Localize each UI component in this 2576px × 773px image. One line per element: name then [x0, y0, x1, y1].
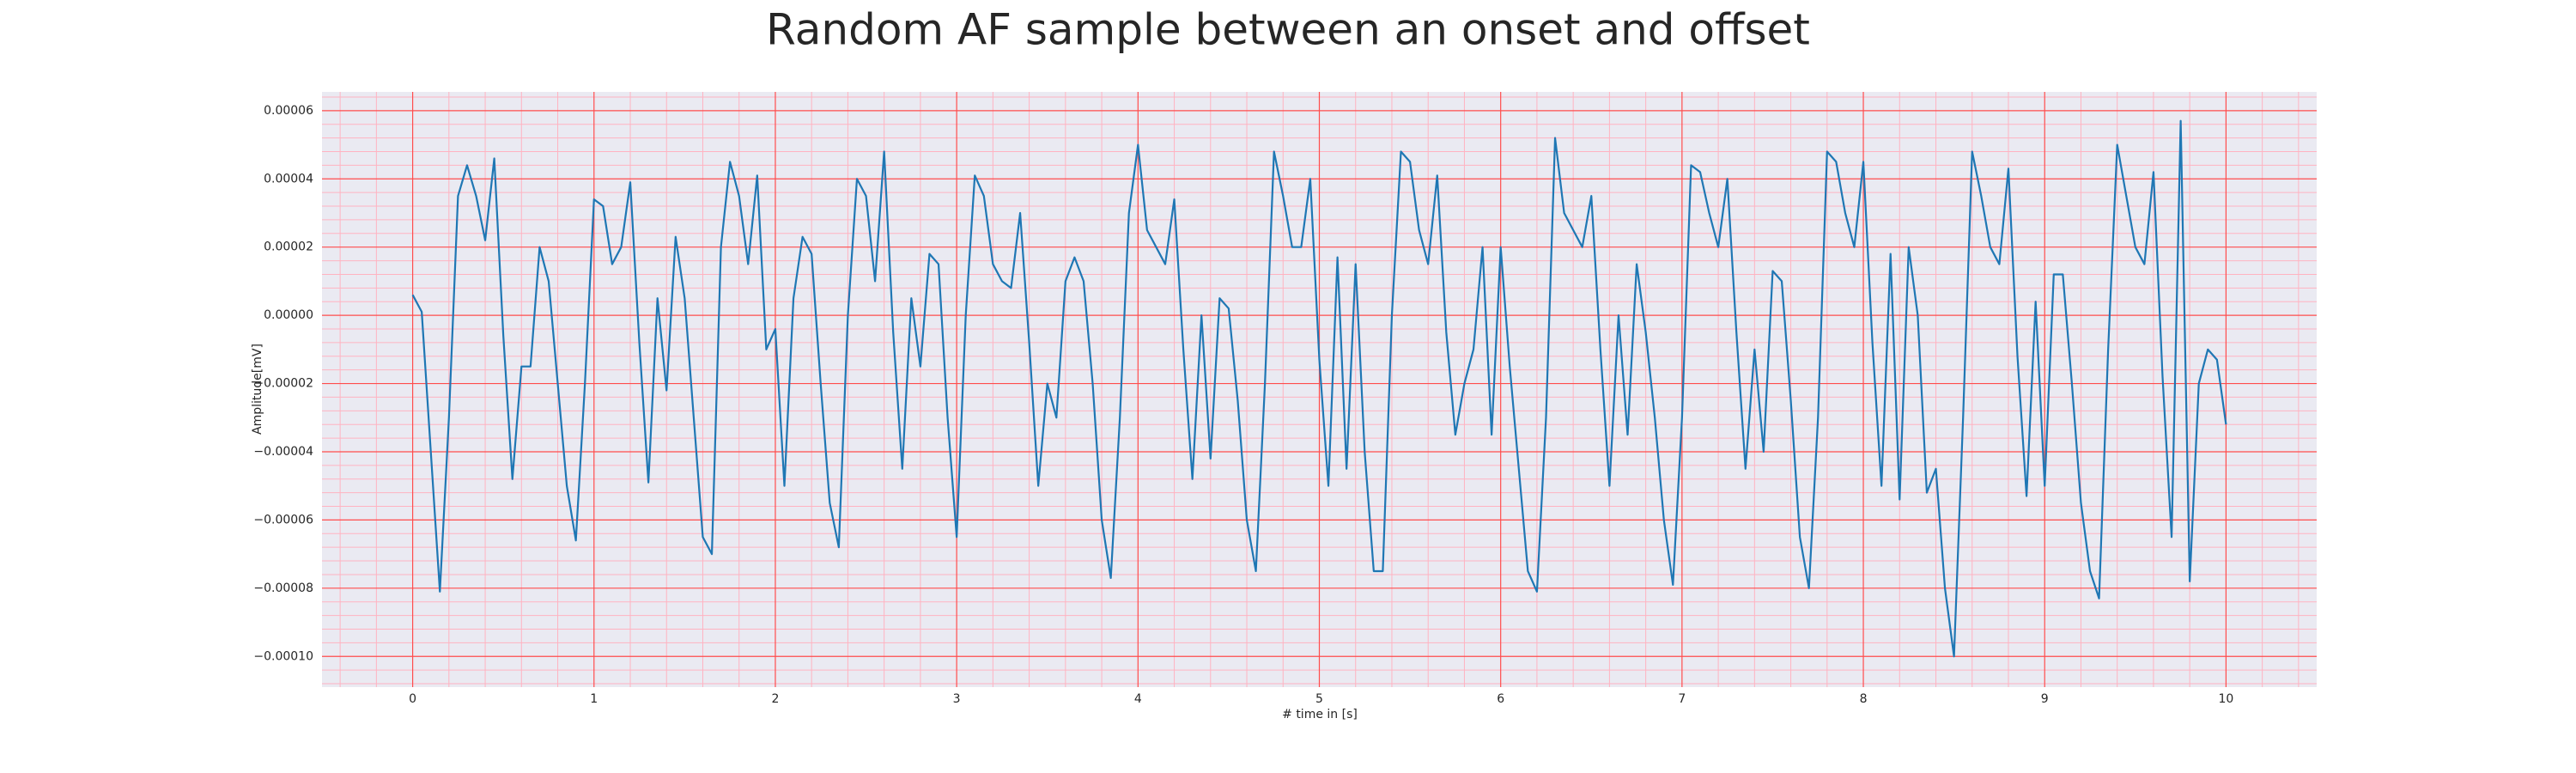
- x-tick-label: 5: [1315, 692, 1323, 706]
- y-tick-label: −0.00004: [253, 445, 313, 459]
- x-tick-label: 4: [1134, 692, 1142, 706]
- x-tick-label: 9: [2041, 692, 2049, 706]
- x-tick-label: 3: [953, 692, 961, 706]
- x-tick-label: 6: [1497, 692, 1504, 706]
- x-axis-label: # time in [s]: [1282, 708, 1358, 721]
- y-tick-label: −0.00010: [253, 649, 313, 663]
- y-axis-label: Amplitude[mV]: [251, 344, 264, 435]
- x-tick-label: 2: [771, 692, 779, 706]
- x-tick-label: 1: [590, 692, 598, 706]
- y-tick-label: 0.00004: [264, 172, 313, 186]
- signal-line: [411, 119, 2227, 658]
- y-tick-label: 0.00000: [264, 308, 313, 322]
- y-tick-label: 0.00006: [264, 104, 313, 118]
- y-tick-label: −0.00002: [253, 377, 313, 391]
- y-tick-label: 0.00002: [264, 240, 313, 254]
- x-tick-label: 8: [1860, 692, 1868, 706]
- x-tick-label: 10: [2218, 692, 2233, 706]
- y-tick-label: −0.00008: [253, 581, 313, 595]
- x-tick-label: 0: [409, 692, 416, 706]
- y-tick-label: −0.00006: [253, 513, 313, 526]
- chart-title: Random AF sample between an onset and of…: [766, 5, 1810, 55]
- x-tick-label: 7: [1678, 692, 1686, 706]
